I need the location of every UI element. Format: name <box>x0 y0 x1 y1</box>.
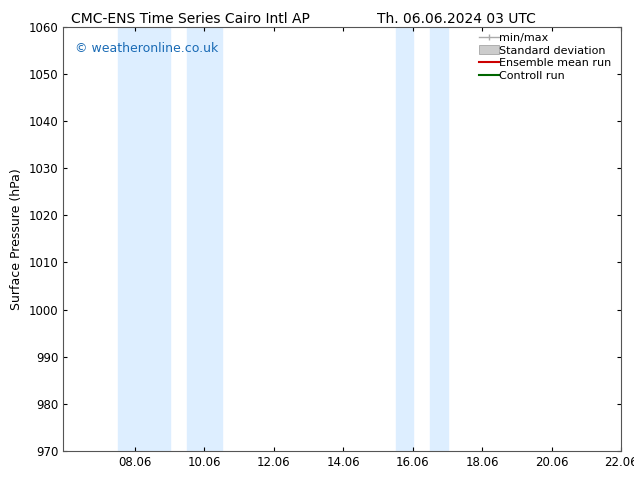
Bar <box>187 27 222 451</box>
Text: CMC-ENS Time Series Cairo Intl AP: CMC-ENS Time Series Cairo Intl AP <box>71 12 309 26</box>
Y-axis label: Surface Pressure (hPa): Surface Pressure (hPa) <box>10 168 23 310</box>
Text: © weatheronline.co.uk: © weatheronline.co.uk <box>75 42 218 55</box>
Legend: min/max, Standard deviation, Ensemble mean run, Controll run: min/max, Standard deviation, Ensemble me… <box>477 30 618 83</box>
Bar <box>430 27 448 451</box>
Bar <box>396 27 413 451</box>
Bar <box>117 27 170 451</box>
Text: Th. 06.06.2024 03 UTC: Th. 06.06.2024 03 UTC <box>377 12 536 26</box>
